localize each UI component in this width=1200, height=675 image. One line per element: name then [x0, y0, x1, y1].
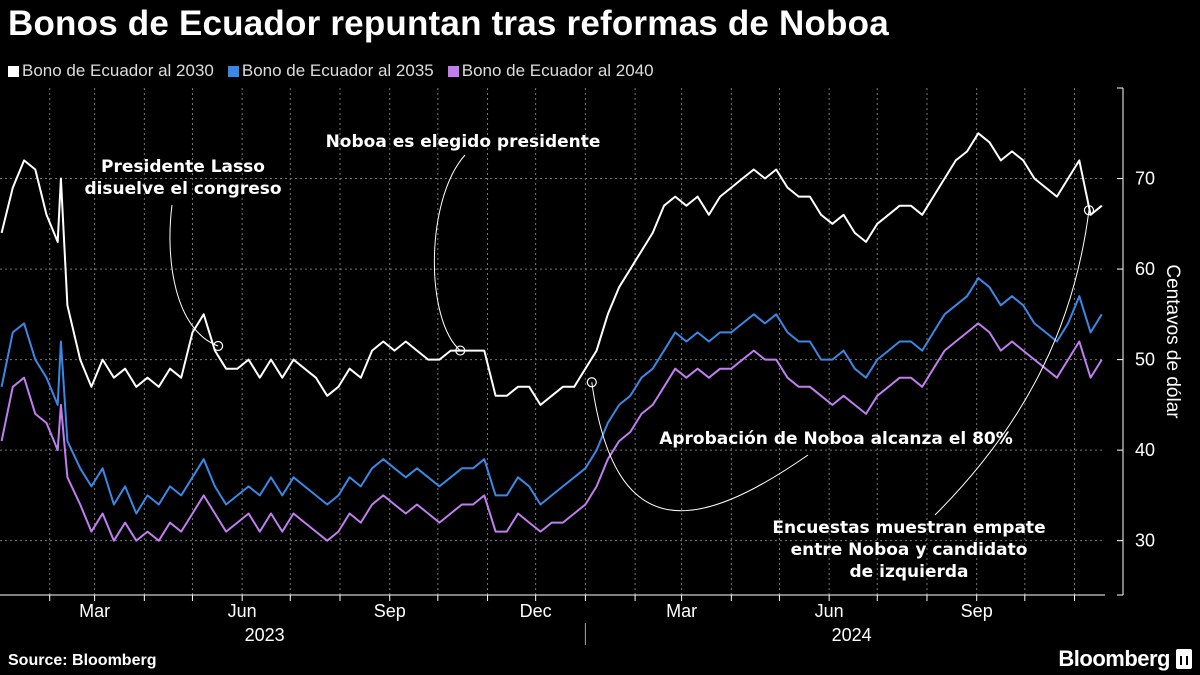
- x-year-label: 2024: [832, 625, 872, 645]
- y-tick-label: 50: [1135, 350, 1155, 370]
- annotation-text: entre Noboa y candidato: [791, 540, 1028, 560]
- series-line-2030: [0, 132, 1103, 406]
- annotation-text: de izquierda: [850, 562, 969, 582]
- annotation-text: Aprobación de Noboa alcanza el 80%: [659, 429, 1013, 449]
- brand-name: Bloomberg: [1058, 646, 1170, 671]
- legend-swatch-2040: [447, 65, 459, 77]
- y-axis-label: Centavos de dólar: [1162, 264, 1183, 419]
- legend-swatch-2035: [227, 65, 239, 77]
- annotation-leader: [433, 154, 466, 351]
- chart-title: Bonos de Ecuador repuntan tras reformas …: [8, 4, 889, 43]
- annotation-text: Encuestas muestran empate: [772, 518, 1045, 538]
- x-tick-label: Mar: [666, 601, 697, 621]
- y-tick-label: 60: [1135, 259, 1155, 279]
- x-tick-label: Jun: [815, 601, 844, 621]
- annotation-marker: [586, 377, 597, 388]
- legend-item-2040: Bono de Ecuador al 2040: [447, 61, 654, 81]
- legend-item-2030: Bono de Ecuador al 2030: [8, 61, 214, 81]
- bloomberg-logo: Bloomberg: [1058, 646, 1192, 672]
- annotation-marker: [213, 340, 224, 352]
- y-tick-label: 40: [1135, 440, 1155, 460]
- annotation-text: Presidente Lasso: [101, 157, 265, 177]
- bloomberg-chart-icon: [1176, 649, 1192, 669]
- x-tick-label: Dec: [520, 601, 552, 621]
- y-axis: 30 40 50 60 70 Centavos de dólar: [1117, 87, 1183, 596]
- gridlines: [0, 88, 1105, 595]
- series-line-2035: [0, 277, 1103, 515]
- legend-item-2035: Bono de Ecuador al 2035: [227, 61, 434, 81]
- x-year-label: 2023: [245, 625, 285, 645]
- x-tick-label: Sep: [374, 601, 406, 621]
- x-tick-label: Mar: [79, 601, 110, 621]
- annotation-marker: [455, 345, 466, 356]
- annotation-text: disuelve el congreso: [84, 179, 281, 199]
- x-axis: Mar Jun Sep Dec Mar Jun Sep 2023 2024: [0, 594, 1105, 645]
- annotation-leader: [169, 204, 219, 347]
- source-note: Source: Bloomberg: [8, 652, 157, 669]
- y-tick-label: 30: [1135, 531, 1155, 551]
- legend-label-2030: Bono de Ecuador al 2030: [22, 61, 214, 80]
- legend-swatch-2030: [8, 65, 19, 77]
- legend: Bono de Ecuador al 2030 Bono de Ecuador …: [8, 61, 654, 81]
- series-line-2040: [0, 322, 1103, 542]
- annotation-text: Noboa es elegido presidente: [326, 132, 601, 152]
- x-tick-label: Jun: [228, 601, 257, 621]
- series-lines: [0, 132, 1103, 542]
- annotation-leader: [591, 382, 809, 512]
- legend-label-2040: Bono de Ecuador al 2040: [461, 61, 654, 80]
- y-tick-label: 70: [1135, 169, 1155, 189]
- legend-label-2035: Bono de Ecuador al 2035: [241, 61, 434, 80]
- annotation-leader: [934, 210, 1090, 516]
- x-tick-label: Sep: [961, 601, 993, 621]
- annotation-marker: [1083, 205, 1095, 216]
